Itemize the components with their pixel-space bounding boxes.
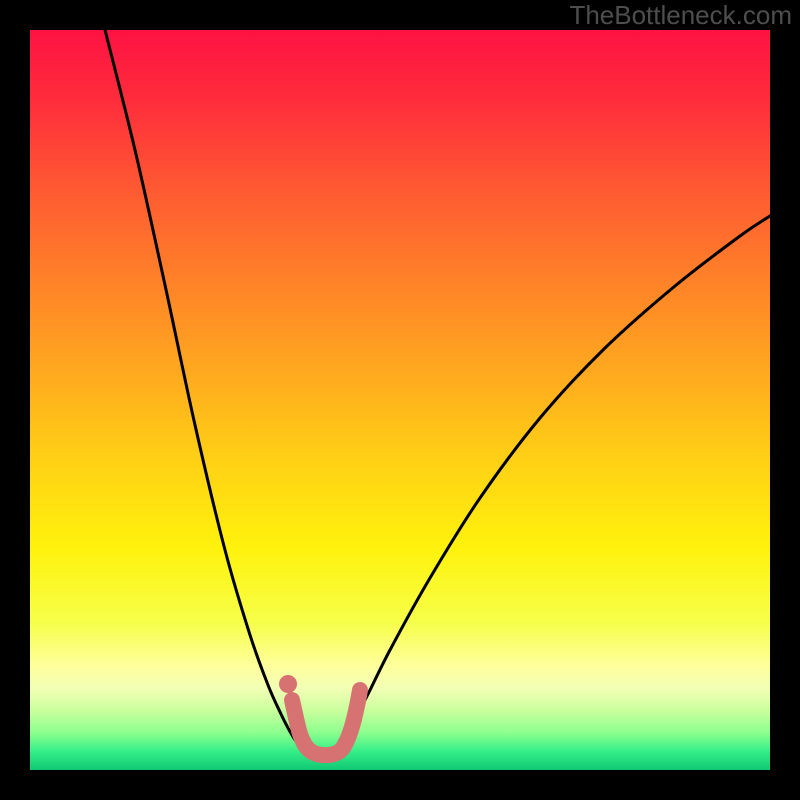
plot-background — [30, 30, 770, 770]
chart-stage: TheBottleneck.com — [0, 0, 800, 800]
bottleneck-curve-chart — [0, 0, 800, 800]
valley-dot — [279, 675, 297, 693]
